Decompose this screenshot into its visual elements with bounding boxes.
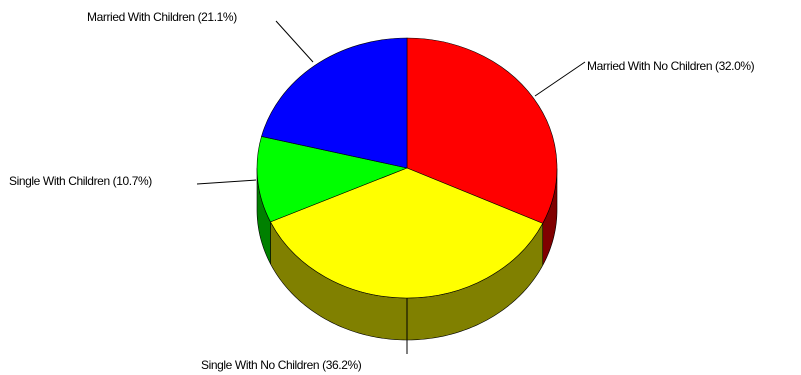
slice-single-with-children <box>256 136 409 223</box>
slice-married-with-children <box>261 37 408 169</box>
slice-single-no-children <box>270 167 544 299</box>
pie-tops <box>256 37 558 299</box>
leader-lines <box>196 20 586 354</box>
label-single-with-children: Single With Children (10.7%) <box>9 174 152 188</box>
leader-married-no-children <box>534 61 586 97</box>
label-single-no-children: Single With No Children (36.2%) <box>201 358 362 372</box>
label-married-no-children: Married With No Children (32.0%) <box>587 59 755 73</box>
leader-married-with-children <box>275 20 314 63</box>
leader-single-with-children <box>196 179 257 185</box>
label-married-with-children: Married With Children (21.1%) <box>87 10 237 24</box>
slice-married-no-children <box>406 37 558 224</box>
